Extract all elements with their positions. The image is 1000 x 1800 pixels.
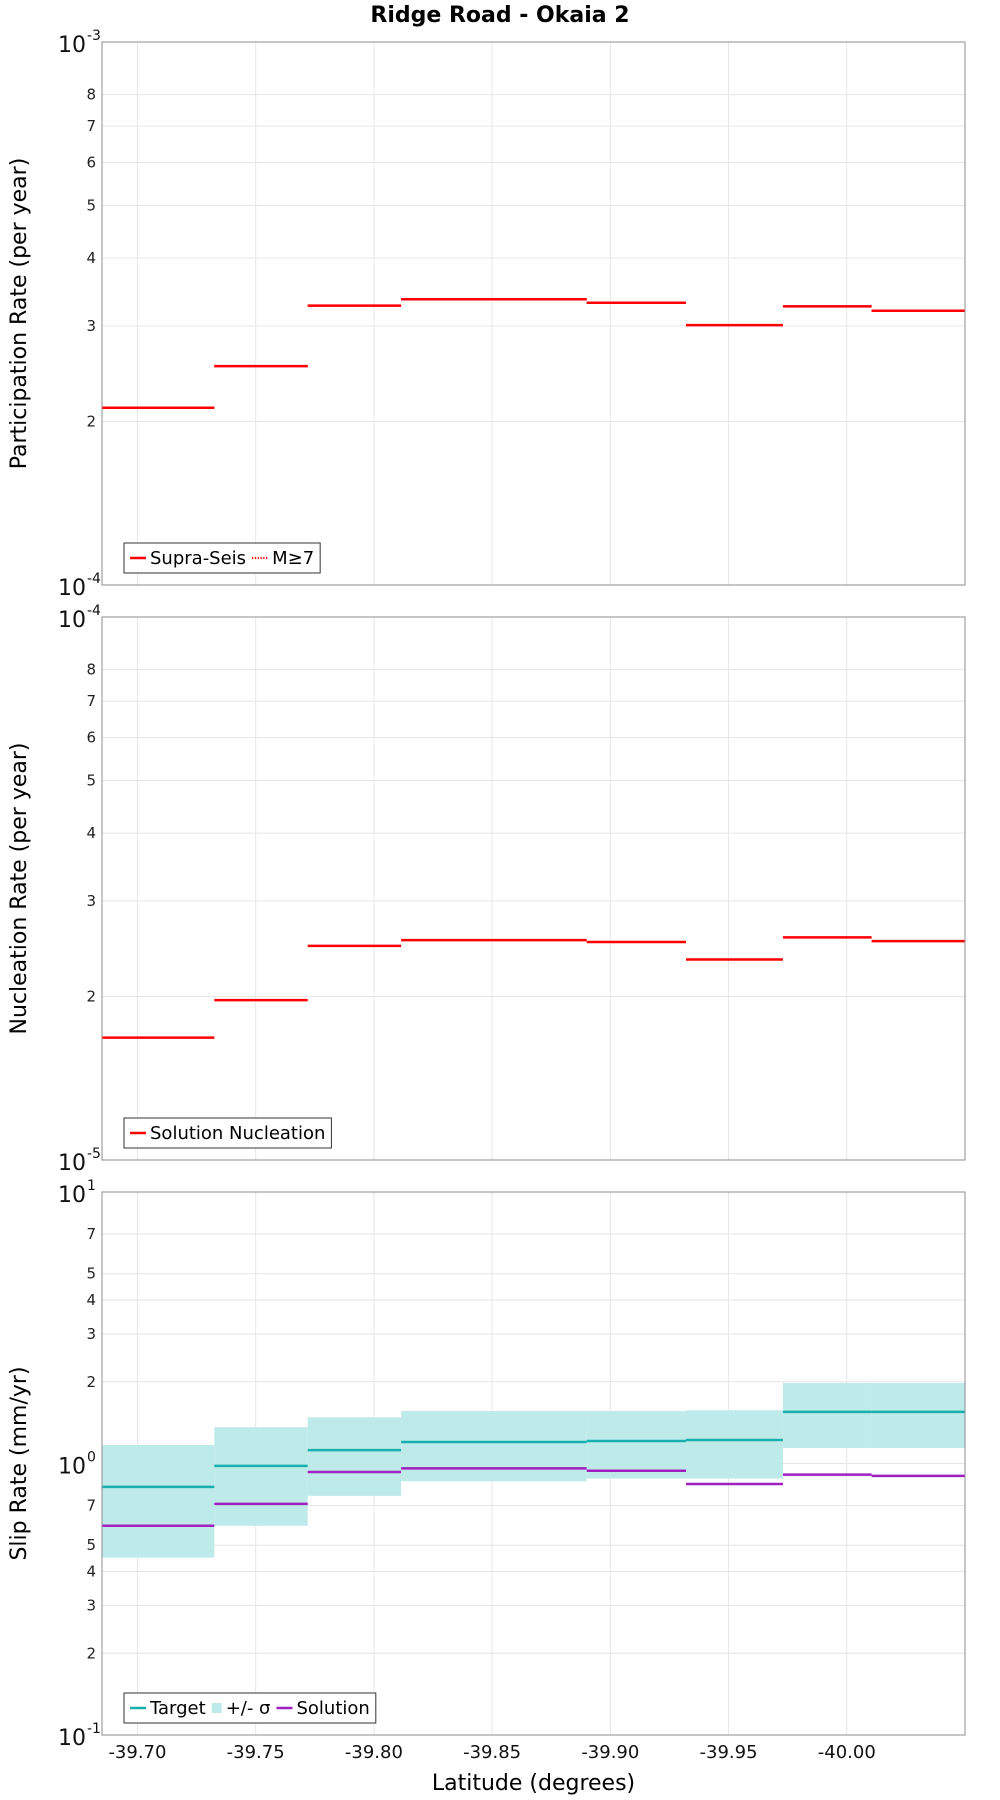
legend: Supra-Seis M≥7 (123, 542, 321, 574)
legend: Solution Nucleation (123, 1117, 332, 1149)
legend-swatch-band (211, 1703, 222, 1713)
y-tick-label: 2 (86, 988, 96, 1006)
y-decade-exponent: -1 (87, 1721, 101, 1737)
y-decade-label: 10 (58, 576, 86, 601)
x-tick-label: -39.80 (345, 1742, 403, 1763)
y-tick-label: 5 (86, 1265, 96, 1283)
x-tick-label: -39.70 (108, 1742, 166, 1763)
y-decade-label: 10 (58, 33, 86, 58)
legend-box (123, 1117, 332, 1149)
y-decade-exponent: -4 (87, 603, 101, 619)
y-decade-exponent: -4 (87, 571, 101, 587)
x-tick-label: -40.00 (818, 1742, 876, 1763)
y-tick-label: 7 (86, 692, 96, 710)
chart-title: Ridge Road - Okaia 2 (370, 3, 629, 28)
y-tick-label: 3 (86, 1325, 96, 1343)
sigma-band (686, 1410, 783, 1479)
sigma-band (307, 1417, 402, 1496)
y-tick-label: 4 (86, 824, 96, 842)
y-tick-label: 4 (86, 249, 96, 267)
legend-label: +/- σ (226, 1698, 271, 1719)
legend-label: Supra-Seis (150, 548, 246, 569)
legend: Target +/- σ Solution (123, 1692, 377, 1724)
y-decade-label: 10 (58, 1151, 86, 1176)
y-tick-label: 5 (86, 1536, 96, 1554)
plot-frame (101, 41, 966, 586)
y-tick-label: 2 (86, 1373, 96, 1391)
plot-frame (101, 1191, 966, 1736)
x-axis-label: Latitude (degrees) (432, 1771, 635, 1796)
y-tick-label: 7 (86, 117, 96, 135)
y-decade-exponent: -3 (87, 28, 101, 44)
legend-box (123, 1692, 377, 1724)
y-decade-label: 10 (58, 1726, 86, 1751)
y-decade-label: 10 (58, 1455, 86, 1480)
y-tick-label: 3 (86, 1596, 96, 1614)
y-tick-label: 6 (86, 153, 96, 171)
sigma-band (102, 1444, 215, 1558)
y-axis-label: Nucleation Rate (per year) (7, 743, 32, 1035)
plot-frame (101, 616, 966, 1161)
legend-label: Solution (296, 1698, 369, 1719)
sigma-band (782, 1382, 872, 1449)
y-decade-exponent: 1 (87, 1178, 96, 1194)
y-tick-label: 2 (86, 1644, 96, 1662)
y-decade-exponent: 0 (87, 1450, 96, 1466)
y-axis-label: Participation Rate (per year) (7, 158, 32, 470)
x-tick-label: -39.75 (227, 1742, 285, 1763)
sigma-band (871, 1382, 965, 1449)
y-axis-label: Slip Rate (mm/yr) (7, 1366, 32, 1560)
sigma-band (586, 1411, 687, 1479)
legend-label: M≥7 (272, 548, 314, 569)
y-tick-label: 3 (86, 317, 96, 335)
y-decade-label: 10 (58, 608, 86, 633)
legend-box (123, 542, 321, 574)
sigma-band (214, 1427, 308, 1526)
plot-area (102, 42, 965, 585)
y-decade-label: 10 (58, 1183, 86, 1208)
y-tick-label: 7 (86, 1497, 96, 1515)
x-tick-label: -39.95 (700, 1742, 758, 1763)
x-tick-label: -39.90 (581, 1742, 639, 1763)
y-tick-label: 4 (86, 1291, 96, 1309)
y-tick-label: 8 (86, 661, 96, 679)
y-tick-label: 5 (86, 196, 96, 214)
y-tick-label: 7 (86, 1225, 96, 1243)
y-decade-exponent: -5 (87, 1146, 101, 1162)
y-tick-label: 3 (86, 892, 96, 910)
y-tick-label: 5 (86, 771, 96, 789)
y-tick-label: 4 (86, 1563, 96, 1581)
x-tick-label: -39.85 (463, 1742, 521, 1763)
legend-label: Target (149, 1698, 206, 1719)
y-tick-label: 6 (86, 728, 96, 746)
y-tick-label: 2 (86, 413, 96, 431)
plot-area (102, 617, 965, 1160)
legend-label: Solution Nucleation (150, 1123, 325, 1144)
sigma-band (401, 1411, 587, 1482)
y-tick-label: 8 (86, 86, 96, 104)
